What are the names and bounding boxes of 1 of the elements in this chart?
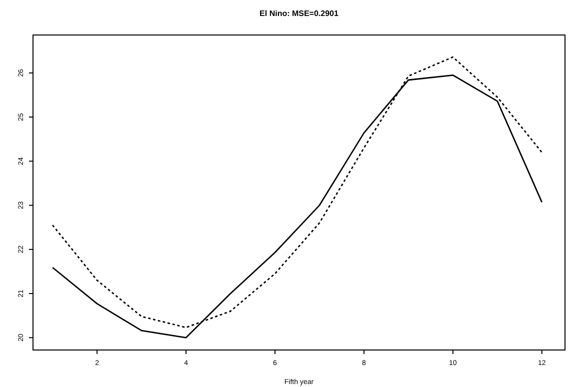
chart-title: El Nino: MSE=0.2901 [260,9,340,18]
